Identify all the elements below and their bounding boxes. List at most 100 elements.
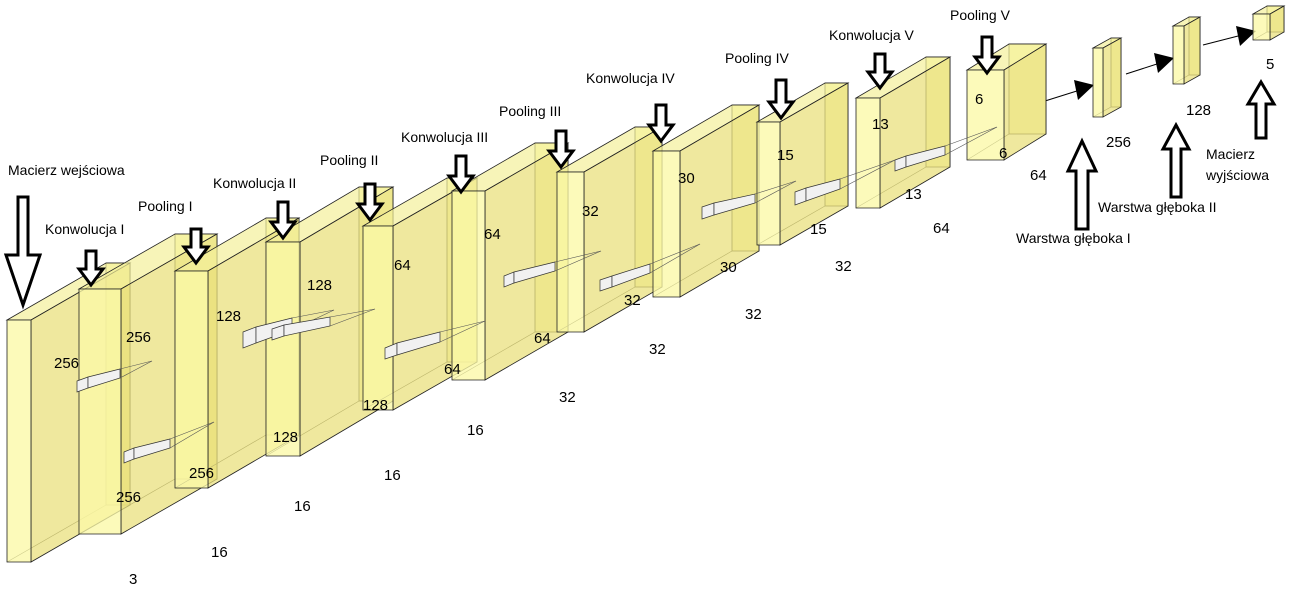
volume-output-front (1252, 13, 1271, 41)
label-pool3: Pooling III (499, 103, 561, 119)
label-conv3: Konwolucja III (401, 129, 488, 145)
volume-dense2-front (1172, 25, 1185, 85)
volume-conv5-front (855, 97, 881, 209)
volume-pool1-front (174, 270, 209, 489)
dim-input-height: 256 (54, 355, 79, 372)
label-conv4: Konwolucja IV (586, 70, 675, 86)
volume-dense1-side (1102, 37, 1122, 118)
volume-pool3-front (556, 171, 585, 333)
arrow-conv5 (865, 52, 895, 91)
dim-dense1-size: 256 (1106, 134, 1131, 151)
arrow-dense1 (1065, 137, 1099, 231)
volume-input-front (6, 319, 32, 563)
layer-captions: Macierz wejściowa Konwolucja I Pooling I… (8, 7, 1269, 246)
label-pool2: Pooling II (320, 152, 378, 168)
dim-conv3-depth: 32 (559, 389, 576, 406)
dim-conv2-depth: 16 (384, 467, 401, 484)
arrow-conv3 (446, 154, 476, 195)
kernel-pool4-conv5 (794, 159, 896, 206)
volume-conv3-front (451, 190, 486, 381)
volume-conv3 (450, 142, 570, 381)
dim-conv2-width: 128 (363, 397, 388, 414)
label-pool4: Pooling IV (725, 50, 789, 66)
volume-pool5-front (966, 69, 1005, 161)
volume-pool3 (555, 126, 664, 333)
kernel-conv2-pool2 (271, 308, 376, 341)
dim-pool5-width: 6 (999, 145, 1007, 162)
dim-input-depth: 3 (129, 571, 137, 588)
arrow-dense2 (1160, 121, 1192, 199)
label-conv5: Konwolucja V (829, 27, 914, 43)
dim-pool3-width: 32 (624, 292, 641, 309)
dimension-numbers: 256 256 3 256 256 16 128 128 16 128 128 … (54, 56, 1274, 588)
label-input: Macierz wejściowa (8, 162, 125, 178)
dim-pool4-height: 15 (777, 147, 794, 164)
dim-pool4-width: 15 (810, 221, 827, 238)
arrow-output (1245, 79, 1277, 140)
volume-pool2-front (362, 225, 394, 411)
dim-pool1-height: 128 (216, 308, 241, 325)
kernel-projections (76, 126, 998, 464)
label-pool1: Pooling I (138, 198, 192, 214)
volume-pool4 (755, 82, 850, 246)
kernel-pool2-conv3 (384, 320, 486, 360)
dim-input-width: 256 (116, 489, 141, 506)
dim-pool2-depth: 16 (467, 422, 484, 439)
arrow-pool2 (355, 182, 385, 223)
dim-pool3-height: 32 (582, 203, 599, 220)
label-dense2: Warstwa głęboka II (1098, 199, 1217, 215)
dim-pool1-depth: 16 (294, 498, 311, 515)
dim-conv4-depth: 32 (745, 306, 762, 323)
dim-pool5-height: 6 (975, 91, 983, 108)
arrow-input (3, 195, 43, 310)
dim-output-size: 5 (1266, 56, 1274, 73)
label-dense1: Warstwa głęboka I (1016, 230, 1131, 246)
connector-arrows (1044, 26, 1256, 102)
layer-volumes (5, 5, 1286, 563)
kernel-input-conv1 (76, 360, 153, 393)
volume-dense1-front (1092, 47, 1104, 118)
dim-conv3-width: 64 (534, 330, 551, 347)
pointer-arrows (3, 35, 1277, 310)
volume-conv1-front (78, 288, 122, 535)
dim-conv4-height: 30 (678, 170, 695, 187)
kernel-pool3-conv4 (599, 243, 701, 292)
dim-conv5-height: 13 (872, 116, 889, 133)
dim-pool5-depth: 64 (1030, 167, 1047, 184)
volume-pool4-front (756, 121, 781, 246)
volume-conv4 (651, 104, 761, 298)
arrow-conv1 (76, 249, 106, 288)
kernel-conv5-pool5 (894, 126, 998, 172)
dim-pool1-width: 128 (273, 429, 298, 446)
arrow-pool3 (546, 129, 576, 170)
dim-pool3-depth: 32 (649, 341, 666, 358)
arrow-pool1 (181, 227, 211, 266)
kernel-conv1-pool1 (123, 421, 215, 464)
dim-conv4-width: 30 (720, 259, 737, 276)
volume-dense2-side (1183, 16, 1201, 85)
dim-pool4-depth: 32 (835, 258, 852, 275)
label-pool5: Pooling V (950, 7, 1011, 23)
volume-output (1251, 5, 1286, 41)
dim-conv3-height: 64 (484, 226, 501, 243)
dim-conv1-depth: 16 (211, 544, 228, 561)
volume-conv5 (854, 56, 952, 209)
dim-conv2-height: 128 (307, 277, 332, 294)
arrow-pool5 (972, 35, 1002, 76)
dim-conv5-width: 13 (905, 186, 922, 203)
dim-conv1-width: 256 (189, 465, 214, 482)
label-output-line1: Macierz (1206, 146, 1255, 162)
volume-dense2 (1171, 16, 1202, 85)
dim-conv5-depth: 64 (933, 220, 950, 237)
arrow-conv2 (268, 200, 298, 241)
dim-conv1-height: 256 (126, 329, 151, 346)
label-conv1: Konwolucja I (45, 221, 124, 237)
dim-dense2-size: 128 (1186, 102, 1211, 119)
kernel-conv4-pool4 (701, 180, 797, 220)
dim-pool2-height: 64 (394, 257, 411, 274)
arrow-pool4 (766, 78, 796, 121)
volume-dense1 (1091, 37, 1123, 118)
dim-pool2-width: 64 (444, 361, 461, 378)
label-conv2: Konwolucja II (213, 175, 296, 191)
